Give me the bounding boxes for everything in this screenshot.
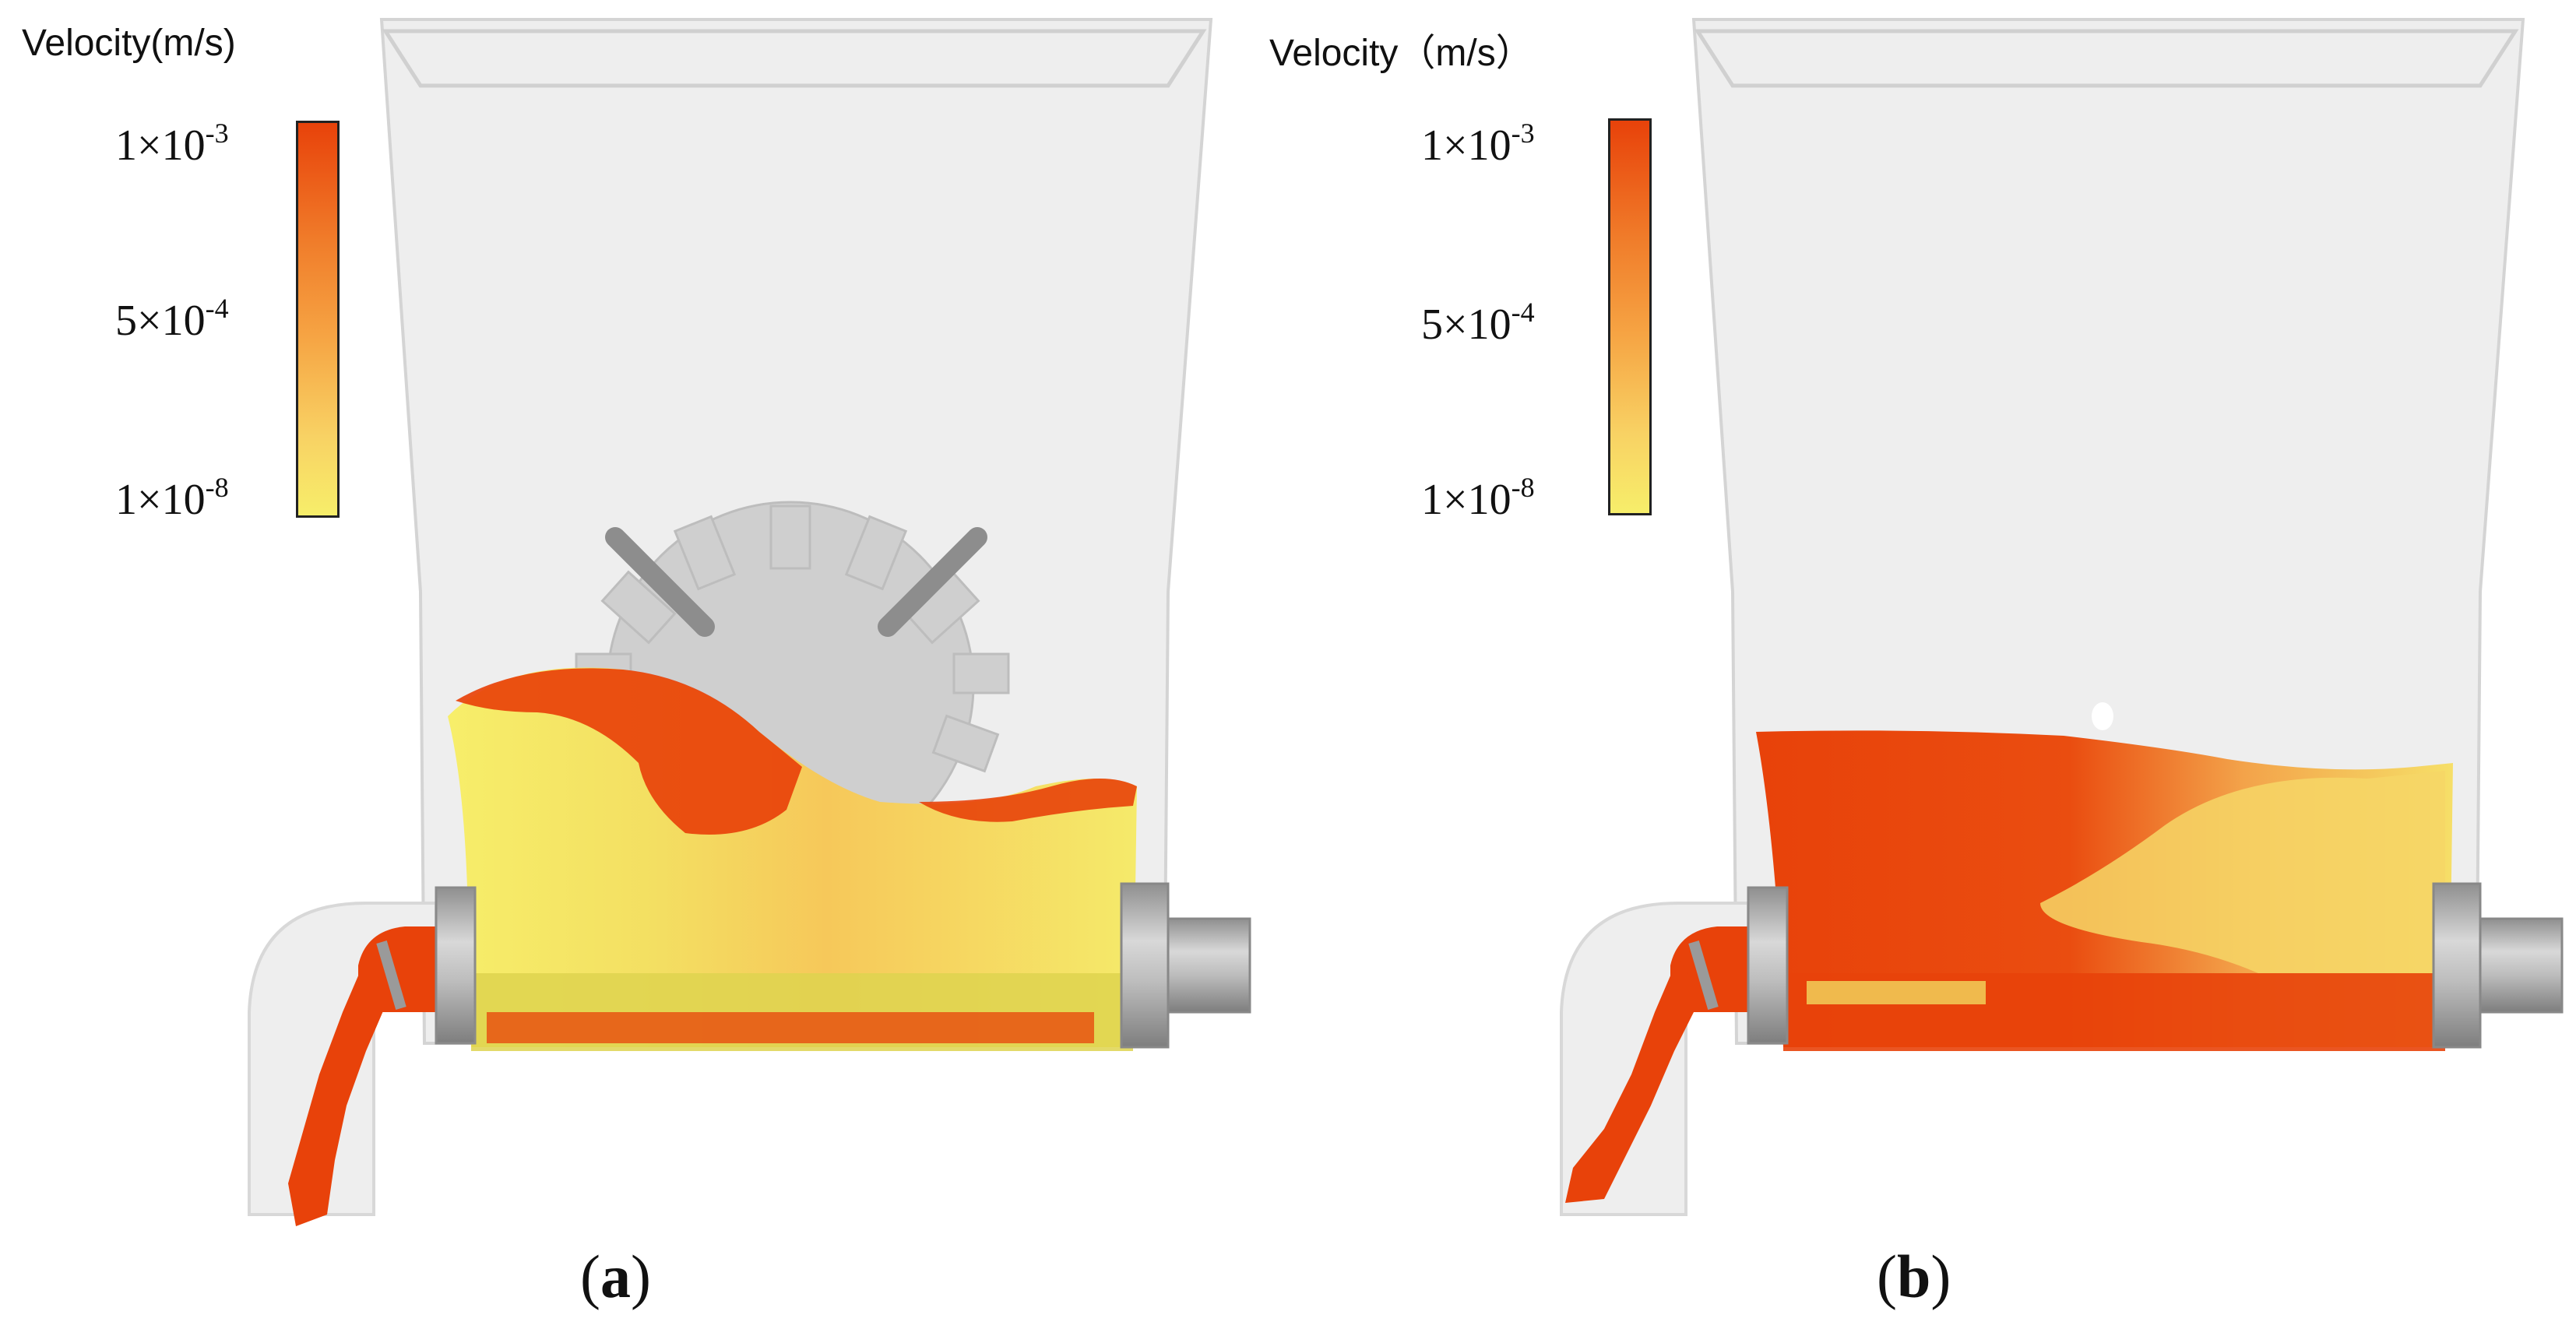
falling-stream <box>288 958 389 1226</box>
panel-caption: (b) <box>1877 1243 1951 1310</box>
fast-crest <box>919 779 1137 822</box>
hopper-rim <box>1694 29 2519 88</box>
screw-trough-flow <box>1807 981 1986 1004</box>
flange-right <box>2432 882 2482 1049</box>
particle-fleck <box>2092 702 2113 730</box>
particle-bed <box>448 667 1137 1047</box>
screw-flight <box>376 940 406 1010</box>
agitator-rod <box>605 527 715 637</box>
colorbar <box>1608 118 1652 515</box>
scene-b <box>1560 18 2564 1216</box>
legend-tick-mid: 5×10-4 <box>115 293 229 345</box>
fast-region <box>456 668 802 835</box>
scene-a <box>248 18 1251 1226</box>
slow-region <box>2040 771 2445 973</box>
legend-tick-max: 1×10-3 <box>115 118 229 170</box>
drive-shaft <box>2479 917 2564 1014</box>
legend-tick-min: 1×10-8 <box>1421 472 1535 524</box>
flange-left <box>1747 886 1789 1045</box>
flange-right <box>1120 882 1170 1049</box>
drive-shaft <box>1167 917 1251 1014</box>
flange-left <box>435 886 477 1045</box>
legend-tick-mid: 5×10-4 <box>1421 297 1535 349</box>
agitator-rod <box>878 527 987 637</box>
screw-flight <box>1688 940 1719 1010</box>
legend-tick-max: 1×10-3 <box>1421 118 1535 170</box>
hopper-rim <box>382 29 1207 88</box>
screw-trough-flow <box>487 1012 1094 1043</box>
legend-title: Velocity（m/s） <box>1269 33 1533 74</box>
falling-stream <box>1565 958 1701 1203</box>
colorbar <box>296 121 340 518</box>
legend-title: Velocity(m/s) <box>22 23 236 64</box>
legend-tick-min: 1×10-8 <box>115 472 229 524</box>
panel-caption: (a) <box>580 1243 651 1310</box>
